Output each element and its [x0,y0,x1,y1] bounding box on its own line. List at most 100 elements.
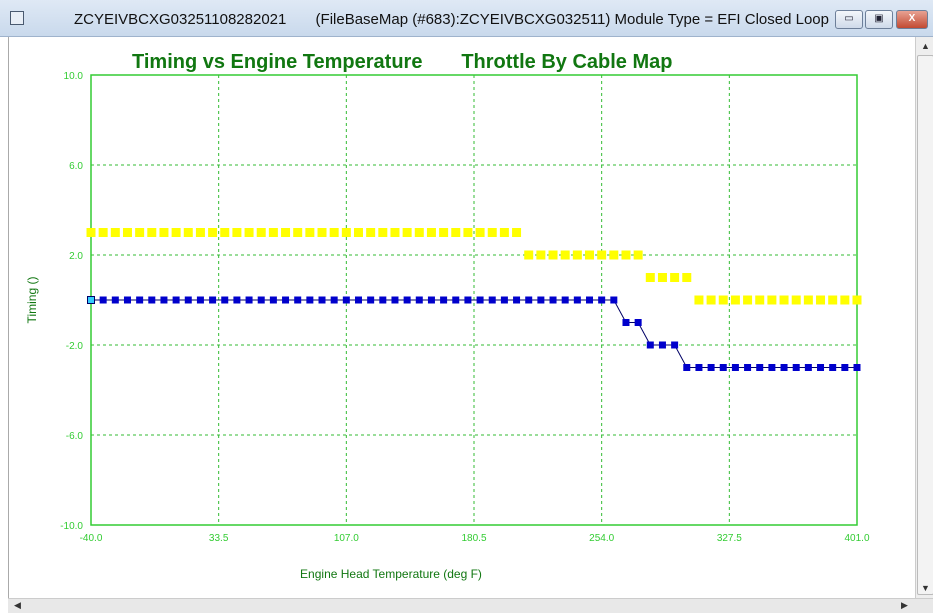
data-point-blue [707,364,715,371]
data-point-yellow [439,228,449,237]
x-tick-label: 401.0 [844,533,869,544]
data-point-blue [768,364,776,371]
data-point-yellow [585,250,595,260]
data-point-yellow [378,228,388,237]
app-icon[interactable] [10,11,24,25]
data-point-yellow [268,228,278,237]
data-point-yellow [791,295,801,305]
data-point-blue [111,296,119,304]
vertical-scrollbar[interactable]: ▲ ▼ [915,37,933,598]
scroll-up-icon[interactable]: ▲ [921,41,930,51]
data-point-blue [500,296,508,304]
data-point-blue [354,296,362,304]
y-tick-label: -6.0 [66,431,84,442]
data-point-yellow [281,228,291,237]
data-point-blue [209,296,217,304]
scroll-down-icon[interactable]: ▼ [921,583,930,593]
data-point-blue [172,296,180,304]
y-tick-label: 6.0 [69,161,83,172]
data-point-blue [804,364,812,371]
horizontal-scrollbar[interactable]: ◀ ▶ [8,598,933,613]
data-point-yellow [779,295,789,305]
data-point-blue [646,341,654,349]
y-tick-label: -2.0 [66,341,84,352]
data-point-yellow [402,228,412,237]
data-point-blue [792,364,800,371]
data-point-yellow [621,250,631,260]
data-point-blue [671,341,679,349]
data-point-yellow [135,228,145,237]
data-point-yellow [86,228,96,237]
data-point-blue [452,296,460,304]
scroll-thumb[interactable] [917,55,933,595]
y-tick-label: 10.0 [64,71,84,82]
data-point-blue [610,296,618,304]
data-point-blue [367,296,375,304]
data-point-yellow [183,228,193,237]
data-point-blue [257,296,265,304]
data-point-yellow [572,250,582,260]
data-point-yellow [536,250,546,260]
data-point-blue [391,296,399,304]
data-point-blue [634,319,642,326]
data-point-blue [598,296,606,304]
data-point-yellow [329,228,339,237]
data-point-yellow [98,228,108,237]
data-point-blue [586,296,594,304]
data-point-yellow [341,228,351,237]
data-point-yellow [633,250,643,260]
data-point-yellow [609,250,619,260]
data-point-yellow [208,228,218,237]
data-point-blue [561,296,569,304]
grid [91,75,857,525]
data-point-blue [683,364,691,371]
data-point-yellow [414,228,424,237]
data-point-blue [136,296,144,304]
data-point-blue [513,296,521,304]
data-point-blue [537,296,545,304]
data-point-yellow [828,295,838,305]
data-point-blue [184,296,192,304]
data-point-blue [695,364,703,371]
data-point-yellow [852,295,862,305]
data-point-yellow [244,228,254,237]
data-point-yellow [220,228,230,237]
data-point-yellow [463,228,473,237]
data-point-yellow [195,228,205,237]
data-point-yellow [706,295,716,305]
chart-title: Timing vs Engine Temperature Throttle By… [132,51,672,73]
data-point-blue [415,296,423,304]
scroll-left-icon[interactable]: ◀ [14,600,21,610]
data-point-yellow [317,228,327,237]
data-point-blue [719,364,727,371]
x-tick-label: 327.5 [717,533,742,544]
x-axis-label: Engine Head Temperature (deg F) [300,567,482,581]
data-point-blue [829,364,837,371]
x-tick-label: 254.0 [589,533,614,544]
data-point-yellow [816,295,826,305]
data-point-blue [476,296,484,304]
data-point-yellow [232,228,242,237]
data-point-blue [658,341,666,349]
data-point-blue [817,364,825,371]
data-point-yellow [305,228,315,237]
data-point-blue [245,296,253,304]
data-point-yellow [755,295,765,305]
data-point-blue [488,296,496,304]
data-point-blue [233,296,241,304]
data-point-blue [853,364,861,371]
data-point-yellow [694,295,704,305]
scroll-right-icon[interactable]: ▶ [901,600,908,610]
data-point-yellow [293,228,303,237]
close-button[interactable]: X [896,10,928,29]
window-title: ZCYEIVBCXG03251108282021 (FileBaseMap (#… [74,11,829,28]
minimize-button[interactable]: ▭ [835,10,863,29]
series-line-blue [91,299,857,368]
data-point-blue [282,296,290,304]
data-point-yellow [597,250,607,260]
data-point-blue [756,364,764,371]
data-point-blue [148,296,156,304]
maximize-button[interactable]: ▣ [865,10,893,29]
selected-data-point [87,296,95,304]
